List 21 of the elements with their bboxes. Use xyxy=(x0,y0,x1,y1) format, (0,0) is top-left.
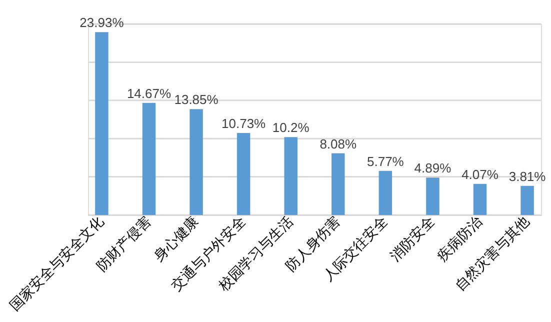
data-label: 4.07% xyxy=(462,166,499,182)
bar xyxy=(236,133,250,215)
bar xyxy=(142,102,156,215)
bar xyxy=(190,109,203,215)
bar xyxy=(473,184,487,215)
data-label: 5.77% xyxy=(366,154,404,169)
bar xyxy=(284,137,298,215)
bar xyxy=(520,186,534,215)
data-label: 10.2% xyxy=(272,120,310,136)
data-label: 13.85% xyxy=(174,92,219,108)
data-label: 4.89% xyxy=(414,160,452,176)
bar xyxy=(426,178,440,215)
bar xyxy=(378,170,392,215)
data-label: 10.73% xyxy=(222,116,266,132)
data-label: 14.67% xyxy=(126,86,172,101)
data-label: 8.08% xyxy=(320,136,358,152)
data-label: 3.81% xyxy=(508,168,546,184)
data-label: 23.93% xyxy=(80,15,124,30)
bar xyxy=(332,153,345,215)
x-tick-label: 消防安全 xyxy=(387,214,438,265)
bar xyxy=(95,32,108,215)
